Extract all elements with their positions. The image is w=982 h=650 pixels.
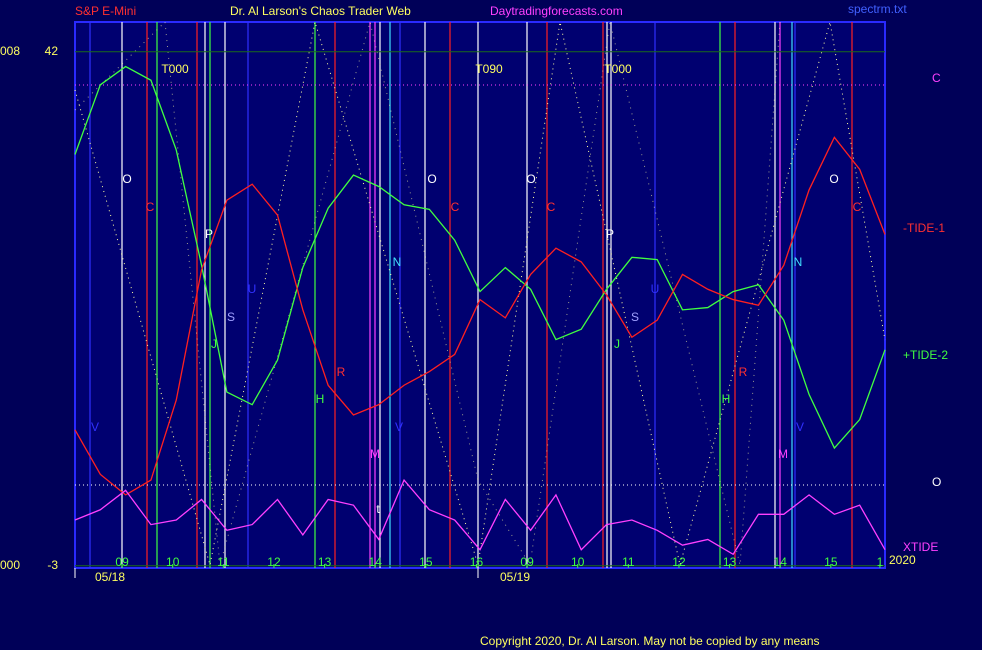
annotation: P <box>606 227 614 241</box>
annotation: T000 <box>161 62 189 76</box>
date-label: 05/18 <box>95 570 125 584</box>
date-label: 05/19 <box>500 570 530 584</box>
annotation: M <box>370 447 380 461</box>
x-tick-label: 09 <box>115 555 129 569</box>
y-tick-label: 42 <box>45 44 59 58</box>
x-tick-label: 11 <box>217 555 230 569</box>
right-label: C <box>932 71 941 85</box>
zigzag-line <box>74 21 886 566</box>
annotation: O <box>122 172 131 186</box>
copyright: Copyright 2020, Dr. Al Larson. May not b… <box>480 634 820 648</box>
annotation: U <box>248 282 257 296</box>
annotation: H <box>722 392 731 406</box>
left-label: 008 <box>0 44 20 58</box>
annotation: C <box>853 200 862 214</box>
x-tick-label: 14 <box>369 555 383 569</box>
annotation: M <box>778 447 788 461</box>
annotation: N <box>794 255 803 269</box>
annotation: O <box>526 172 535 186</box>
x-tick-label: 09 <box>520 555 534 569</box>
x-tick-label: 1 <box>877 555 884 569</box>
header-title: Dr. Al Larson's Chaos Trader Web <box>230 4 411 18</box>
x-tick-label: 11 <box>622 555 635 569</box>
right-label: +TIDE-2 <box>903 348 948 362</box>
annotation: V <box>796 420 804 434</box>
series-line <box>74 65 886 450</box>
x-tick-label: 15 <box>419 555 433 569</box>
annotation: T000 <box>604 62 632 76</box>
header-symbol: S&P E-Mini <box>75 4 136 18</box>
series-line <box>74 136 886 496</box>
annotation: P <box>205 227 213 241</box>
annotation: V <box>395 420 403 434</box>
annotation: S <box>227 310 235 324</box>
annotation: O <box>427 172 436 186</box>
annotation: C <box>451 200 460 214</box>
annotation: J <box>211 337 217 351</box>
x-tick-label: 12 <box>267 555 281 569</box>
x-tick-label: 14 <box>774 555 788 569</box>
header-file: spectrm.txt <box>848 2 907 16</box>
annotation: S <box>631 310 639 324</box>
annotation: C <box>146 200 155 214</box>
annotation: R <box>739 365 748 379</box>
x-tick-label: 10 <box>166 555 180 569</box>
header-site: Daytradingforecasts.com <box>490 4 623 18</box>
x-tick-label: 12 <box>672 555 686 569</box>
right-label: XTIDE <box>903 540 938 554</box>
annotation: t <box>376 502 380 516</box>
y-tick-label: -3 <box>47 558 58 572</box>
annotation: O <box>829 172 838 186</box>
x-tick-label: 10 <box>571 555 585 569</box>
x-tick-label: 13 <box>723 555 737 569</box>
annotation: N <box>393 255 402 269</box>
right-label: O <box>932 475 941 489</box>
x-tick-label: 15 <box>824 555 838 569</box>
annotation: R <box>337 365 346 379</box>
annotation: J <box>614 337 620 351</box>
date-label: 2020 <box>889 553 916 567</box>
left-label: 000 <box>0 558 20 572</box>
x-tick-label: 13 <box>318 555 332 569</box>
annotation: C <box>547 200 556 214</box>
annotation: H <box>316 392 325 406</box>
x-tick-label: 16 <box>470 555 484 569</box>
right-label: -TIDE-1 <box>903 221 945 235</box>
series-line <box>74 478 886 556</box>
annotation: U <box>651 282 660 296</box>
annotation: V <box>91 420 99 434</box>
annotation: T090 <box>475 62 503 76</box>
